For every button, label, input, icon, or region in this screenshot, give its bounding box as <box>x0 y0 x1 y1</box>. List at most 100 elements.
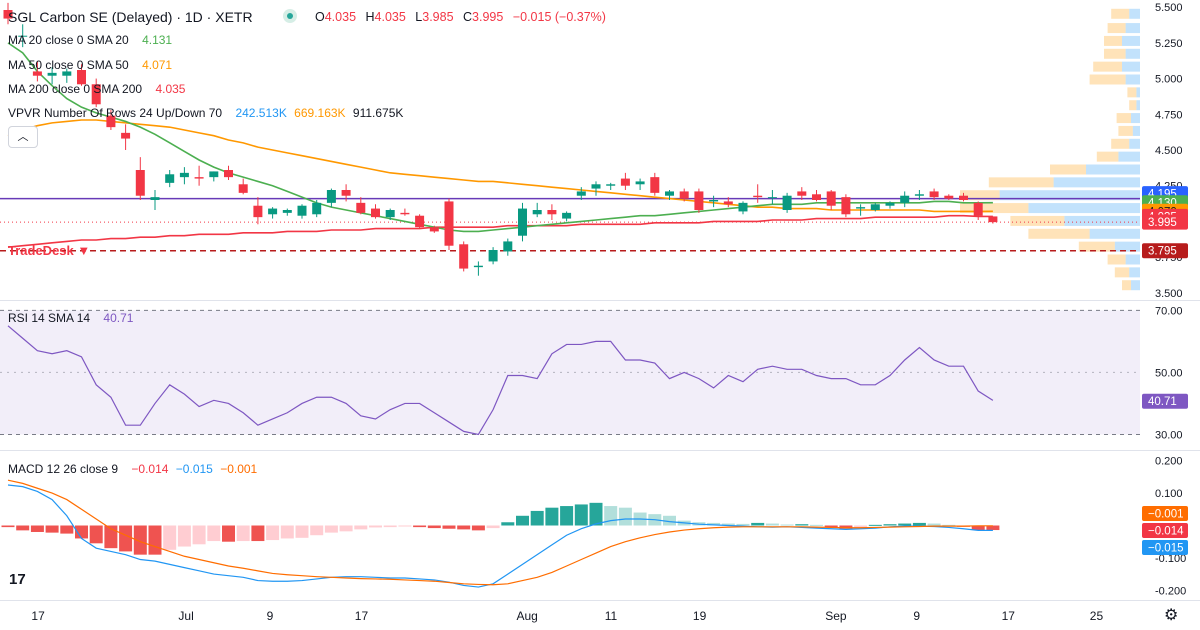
macd-histogram-bar <box>310 525 324 536</box>
macd-value-box <box>1142 540 1188 555</box>
macd-histogram-bar <box>133 525 147 555</box>
symbol-title[interactable]: SGL Carbon SE (Delayed) · 1D · XETR <box>8 9 253 25</box>
candle-body <box>297 205 307 216</box>
macd-histogram-bar <box>413 525 427 528</box>
candle-body <box>929 191 939 198</box>
macd-histogram-bar <box>75 525 88 539</box>
macd-histogram-bar <box>574 504 588 526</box>
volume-profile-down-bar <box>1127 87 1137 98</box>
ohlc-key: L <box>415 10 423 24</box>
candle-body <box>91 84 101 105</box>
macd-histogram-bar <box>1 525 15 528</box>
price-label-box <box>1142 214 1188 230</box>
volume-profile-up-bar <box>1064 215 1140 226</box>
candle-body <box>371 208 380 218</box>
candle-body <box>385 210 395 218</box>
candle-body <box>179 172 189 178</box>
candle-body <box>415 215 425 228</box>
volume-profile-down-bar <box>1111 8 1130 19</box>
time-axis-tick: 17 <box>355 609 369 623</box>
volume-profile-down-bar <box>1028 228 1090 239</box>
candle-body <box>503 241 513 252</box>
macd-histogram-bar <box>604 506 618 526</box>
macd-value-box <box>1142 523 1188 538</box>
price-axis-tick: 5.000 <box>1155 74 1183 86</box>
time-axis-tick: 19 <box>693 609 707 623</box>
macd-histogram-bar <box>236 525 250 542</box>
volume-profile-up-bar <box>1118 151 1140 162</box>
macd-histogram-bar <box>369 525 382 528</box>
candle-body <box>488 250 498 262</box>
macd-line <box>7 484 993 588</box>
time-axis-tick: 9 <box>913 609 920 623</box>
macd-histogram-bar <box>618 507 632 526</box>
macd-value-box <box>1142 506 1188 521</box>
macd-legend[interactable]: MACD 12 26 close 9 −0.014 −0.015 −0.001 <box>8 462 261 476</box>
macd-histogram-bar <box>280 525 294 539</box>
price-label-box <box>1142 243 1188 259</box>
macd-histogram-bar <box>971 525 985 531</box>
candle-body <box>959 195 968 200</box>
indicator-legend-vpvr[interactable]: VPVR Number Of Rows 24 Up/Down 70 242.51… <box>8 106 407 120</box>
indicator-legend-ma20[interactable]: MA 20 close 0 SMA 20 4.131 <box>8 33 176 47</box>
macd-histogram-bar <box>501 522 515 526</box>
volume-profile-up-bar <box>1131 113 1140 124</box>
volume-profile-down-bar <box>1093 61 1122 72</box>
macd-histogram-bar <box>927 523 941 526</box>
volume-profile-up-bar <box>999 190 1140 201</box>
candle-body <box>3 10 13 19</box>
ohlc-value: 4.035 <box>374 10 406 24</box>
indicator-legend-ma50[interactable]: MA 50 close 0 SMA 50 4.071 <box>8 58 176 72</box>
volume-profile-down-bar <box>1118 125 1133 136</box>
volume-profile-up-bar <box>1053 177 1140 188</box>
macd-histogram-bar <box>192 525 206 545</box>
macd-histogram-bar <box>163 525 177 550</box>
indicator-legend-ma200[interactable]: MA 200 close 0 SMA 200 4.035 <box>8 82 189 96</box>
macd-histogram-bar <box>207 525 221 542</box>
macd-line-value: −0.015 <box>175 462 213 476</box>
rsi-legend[interactable]: RSI 14 SMA 14 40.71 <box>8 311 137 325</box>
macd-histogram-bar <box>45 525 59 533</box>
candle-body <box>47 72 57 76</box>
macd-histogram-bar <box>780 524 794 526</box>
candle-body <box>900 195 910 203</box>
macd-hist-value: −0.014 <box>131 462 169 476</box>
candle-body <box>591 184 601 189</box>
candle-body <box>576 191 586 196</box>
macd-axis-tick: 0.200 <box>1155 456 1183 468</box>
brand-label[interactable]: TradeDesk ▼ <box>8 243 91 258</box>
candle-body <box>723 201 733 205</box>
indicator-value: 4.131 <box>142 33 173 47</box>
macd-histogram-bar <box>530 510 544 526</box>
candle-body <box>841 197 851 215</box>
macd-histogram-bar <box>751 522 765 526</box>
macd-histogram-bar <box>883 524 897 526</box>
gear-icon[interactable]: ⚙ <box>1164 607 1179 624</box>
candle-body <box>665 191 674 196</box>
macd-axis-tick: -0.100 <box>1155 553 1186 565</box>
candle-body <box>988 216 998 223</box>
volume-profile-down-bar <box>1114 267 1130 278</box>
volume-profile-up-bar <box>1086 164 1140 175</box>
macd-histogram-bar <box>383 525 397 528</box>
candle-body <box>606 184 616 186</box>
rsi-axis-tick: 70.00 <box>1155 305 1183 317</box>
macd-histogram-bar <box>765 523 779 526</box>
candle-body <box>32 71 42 76</box>
indicator-value: 4.035 <box>155 82 186 96</box>
tradingview-logo-icon[interactable]: 17 <box>9 571 26 588</box>
candle-body <box>444 201 454 246</box>
ma200-line <box>7 214 993 248</box>
candle-body <box>635 181 645 185</box>
candle-body <box>709 200 719 202</box>
candle-body <box>547 210 557 215</box>
volume-profile-up-bar <box>1122 35 1140 46</box>
ohlc-key: H <box>365 10 375 24</box>
macd-histogram-bar <box>30 525 44 532</box>
rsi-band <box>0 310 1140 435</box>
macd-histogram-bar <box>898 523 912 526</box>
chevron-up-icon[interactable]: ︿ <box>8 126 38 148</box>
vpvr-total-value: 911.675K <box>352 106 404 120</box>
volume-profile-down-bar <box>1107 23 1126 34</box>
